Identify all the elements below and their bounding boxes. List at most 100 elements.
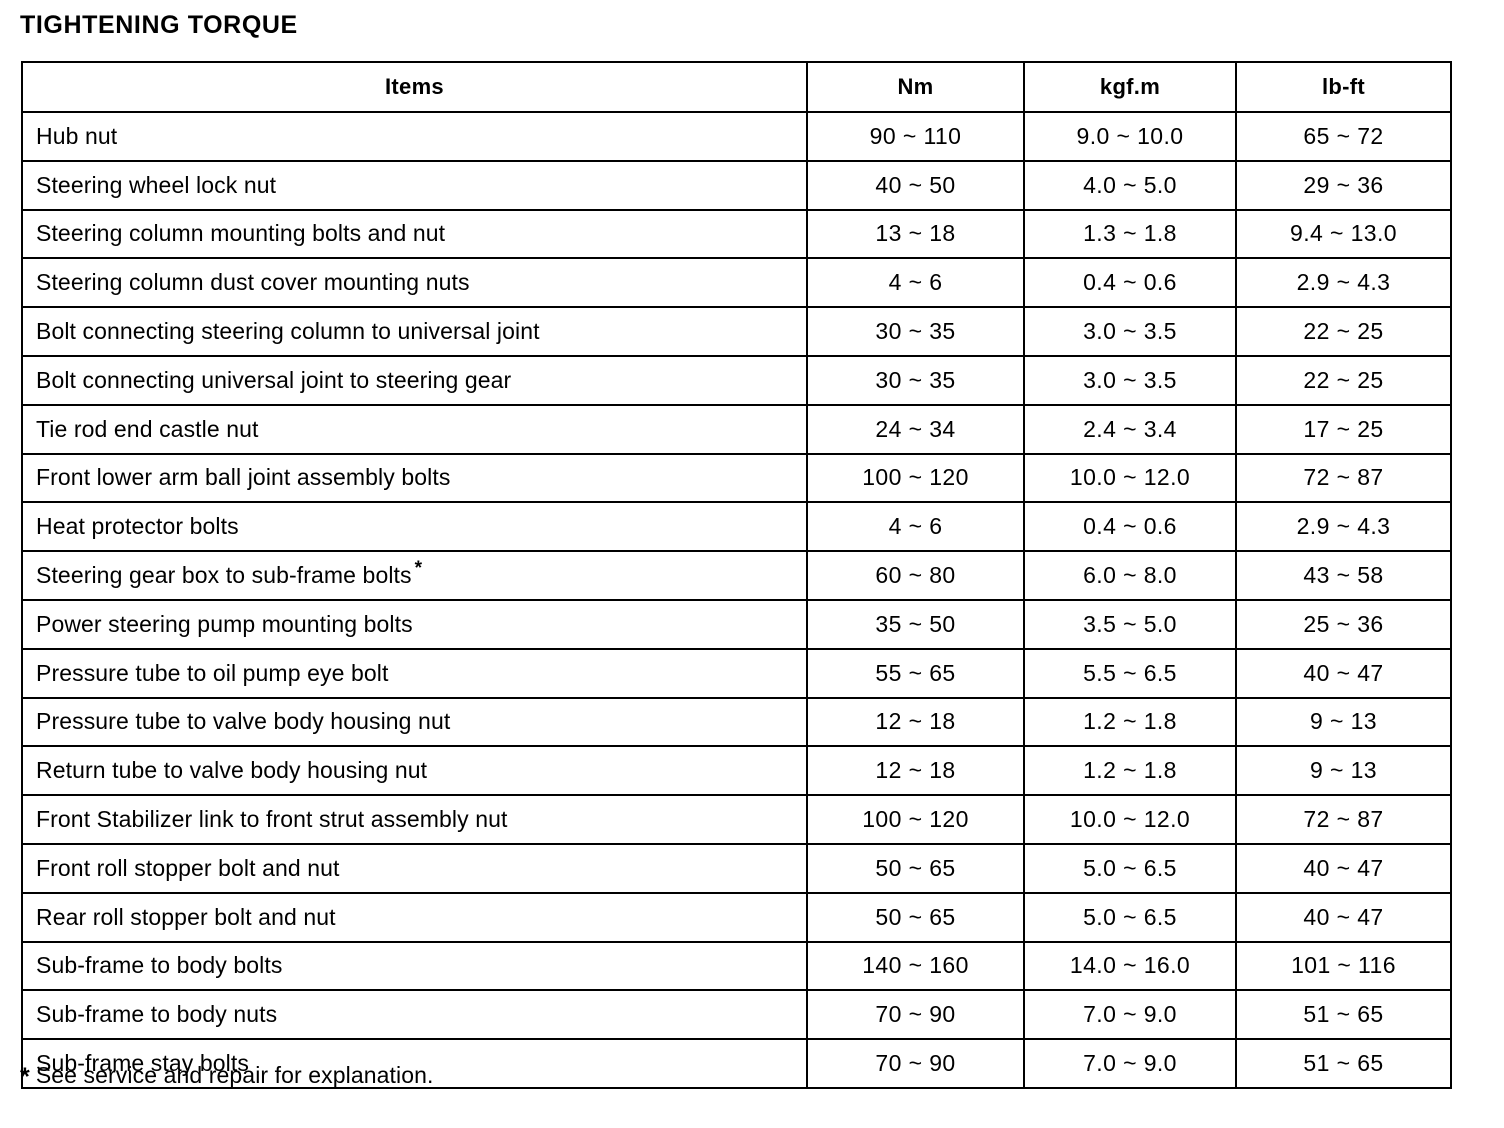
item-label: Bolt connecting steering column to unive… [36, 318, 540, 345]
cell-kgfm: 1.2 ~ 1.8 [1023, 745, 1237, 797]
cell-lbft: 40 ~ 47 [1235, 891, 1452, 943]
cell-nm: 60 ~ 80 [806, 550, 1025, 601]
cell-item: Power steering pump mounting bolts [21, 598, 808, 650]
cell-kgfm: 5.0 ~ 6.5 [1023, 891, 1237, 943]
cell-kgfm: 9.0 ~ 10.0 [1023, 111, 1237, 162]
cell-lbft: 22 ~ 25 [1235, 306, 1452, 357]
cell-nm: 50 ~ 65 [806, 842, 1025, 894]
table-row: Power steering pump mounting bolts 35 ~ 5… [21, 598, 1452, 650]
cell-kgfm: 3.5 ~ 5.0 [1023, 598, 1237, 650]
item-label: Sub-frame to body nuts [36, 1001, 278, 1028]
table-row: Steering column dust cover mounting nuts… [21, 257, 1452, 309]
column-header-lbft: lb-ft [1235, 61, 1452, 113]
cell-item: Front lower arm ball joint assembly bolt… [21, 452, 808, 504]
cell-lbft: 29 ~ 36 [1235, 159, 1452, 211]
cell-item: Steering column mounting bolts and nut [21, 208, 808, 260]
cell-nm: 4 ~ 6 [806, 501, 1025, 553]
cell-kgfm: 14.0 ~ 16.0 [1023, 940, 1237, 992]
cell-lbft: 40 ~ 47 [1235, 842, 1452, 894]
cell-kgfm: 1.2 ~ 1.8 [1023, 696, 1237, 748]
item-label: Sub-frame stay bolts [36, 1050, 249, 1077]
cell-nm: 90 ~ 110 [806, 111, 1025, 162]
cell-nm: 35 ~ 50 [806, 598, 1025, 650]
table-row: Sub-frame to body nuts 70 ~ 90 7.0 ~ 9.0 51… [21, 989, 1452, 1041]
column-header-nm: Nm [806, 61, 1025, 113]
table-body: Hub nut 90 ~ 110 9.0 ~ 10.0 65 ~ 72 Steering… [21, 111, 1452, 1089]
cell-item: Front roll stopper bolt and nut [21, 842, 808, 894]
cell-item: Heat protector bolts [21, 501, 808, 553]
cell-item: Front Stabilizer link to front strut ass… [21, 794, 808, 845]
cell-nm: 4 ~ 6 [806, 257, 1025, 309]
cell-item: Hub nut [21, 111, 808, 162]
cell-item: Steering gear box to sub-frame bolts * [21, 550, 808, 601]
cell-nm: 140 ~ 160 [806, 940, 1025, 992]
cell-lbft: 65 ~ 72 [1235, 111, 1452, 162]
footnote-ref-asterisk: * [414, 558, 423, 580]
cell-lbft: 9 ~ 13 [1235, 696, 1452, 748]
cell-lbft: 9 ~ 13 [1235, 745, 1452, 797]
cell-kgfm: 5.5 ~ 6.5 [1023, 647, 1237, 699]
cell-lbft: 101 ~ 116 [1235, 940, 1452, 992]
cell-kgfm: 3.0 ~ 3.5 [1023, 306, 1237, 357]
cell-kgfm: 6.0 ~ 8.0 [1023, 550, 1237, 601]
item-label: Tie rod end castle nut [36, 415, 259, 442]
cell-lbft: 51 ~ 65 [1235, 1038, 1452, 1089]
cell-kgfm: 0.4 ~ 0.6 [1023, 257, 1237, 309]
table-row: Steering gear box to sub-frame bolts * 60 … [21, 550, 1452, 601]
cell-item: Bolt connecting universal joint to steer… [21, 354, 808, 406]
cell-kgfm: 2.4 ~ 3.4 [1023, 403, 1237, 455]
cell-kgfm: 10.0 ~ 12.0 [1023, 452, 1237, 504]
cell-kgfm: 10.0 ~ 12.0 [1023, 794, 1237, 845]
cell-item: Rear roll stopper bolt and nut [21, 891, 808, 943]
column-header-kgfm: kgf.m [1023, 61, 1237, 113]
cell-lbft: 72 ~ 87 [1235, 452, 1452, 504]
table-row: Return tube to valve body housing nut 12 … [21, 745, 1452, 797]
item-label: Front roll stopper bolt and nut [36, 854, 340, 881]
cell-item: Pressure tube to oil pump eye bolt [21, 647, 808, 699]
cell-lbft: 43 ~ 58 [1235, 550, 1452, 601]
cell-lbft: 9.4 ~ 13.0 [1235, 208, 1452, 260]
cell-kgfm: 7.0 ~ 9.0 [1023, 1038, 1237, 1089]
cell-item: Sub-frame to body bolts [21, 940, 808, 992]
cell-item: Bolt connecting steering column to unive… [21, 306, 808, 357]
cell-item: Steering column dust cover mounting nuts [21, 257, 808, 309]
table-row: Front lower arm ball joint assembly bolt… [21, 452, 1452, 504]
table-row: Pressure tube to valve body housing nut 1… [21, 696, 1452, 748]
table-row: Hub nut 90 ~ 110 9.0 ~ 10.0 65 ~ 72 [21, 111, 1452, 162]
footnote: * See service and repair for explanation. [20, 1062, 434, 1092]
item-label: Steering column dust cover mounting nuts [36, 269, 470, 296]
item-label: Steering gear box to sub-frame bolts [36, 562, 412, 589]
cell-nm: 30 ~ 35 [806, 354, 1025, 406]
table-row: Sub-frame stay bolts 70 ~ 90 7.0 ~ 9.0 51 ~… [21, 1038, 1452, 1089]
page-title: TIGHTENING TORQUE [20, 11, 298, 39]
table-row: Steering wheel lock nut 40 ~ 50 4.0 ~ 5.0 2… [21, 159, 1452, 211]
cell-nm: 40 ~ 50 [806, 159, 1025, 211]
cell-nm: 100 ~ 120 [806, 794, 1025, 845]
cell-kgfm: 4.0 ~ 5.0 [1023, 159, 1237, 211]
table-row: Pressure tube to oil pump eye bolt 55 ~ 6… [21, 647, 1452, 699]
cell-kgfm: 5.0 ~ 6.5 [1023, 842, 1237, 894]
item-label: Front Stabilizer link to front strut ass… [36, 806, 508, 833]
item-label: Front lower arm ball joint assembly bolt… [36, 464, 451, 491]
footnote-marker: * [20, 1063, 30, 1091]
item-label: Rear roll stopper bolt and nut [36, 903, 336, 930]
cell-nm: 12 ~ 18 [806, 745, 1025, 797]
table-row: Sub-frame to body bolts 140 ~ 160 14.0 ~ 1… [21, 940, 1452, 992]
table-header: Items Nm kgf.m lb-ft [21, 61, 1452, 113]
table-row: Bolt connecting universal joint to steer… [21, 354, 1452, 406]
item-label: Return tube to valve body housing nut [36, 757, 428, 784]
item-label: Heat protector bolts [36, 513, 239, 540]
cell-kgfm: 7.0 ~ 9.0 [1023, 989, 1237, 1041]
cell-kgfm: 0.4 ~ 0.6 [1023, 501, 1237, 553]
item-label: Bolt connecting universal joint to steer… [36, 366, 512, 393]
cell-nm: 30 ~ 35 [806, 306, 1025, 357]
table-row: Steering column mounting bolts and nut 13… [21, 208, 1452, 260]
cell-lbft: 22 ~ 25 [1235, 354, 1452, 406]
cell-lbft: 40 ~ 47 [1235, 647, 1452, 699]
table-row: Bolt connecting steering column to unive… [21, 306, 1452, 357]
cell-nm: 24 ~ 34 [806, 403, 1025, 455]
item-label: Power steering pump mounting bolts [36, 610, 413, 637]
cell-nm: 55 ~ 65 [806, 647, 1025, 699]
cell-nm: 50 ~ 65 [806, 891, 1025, 943]
item-label: Steering wheel lock nut [36, 171, 277, 198]
